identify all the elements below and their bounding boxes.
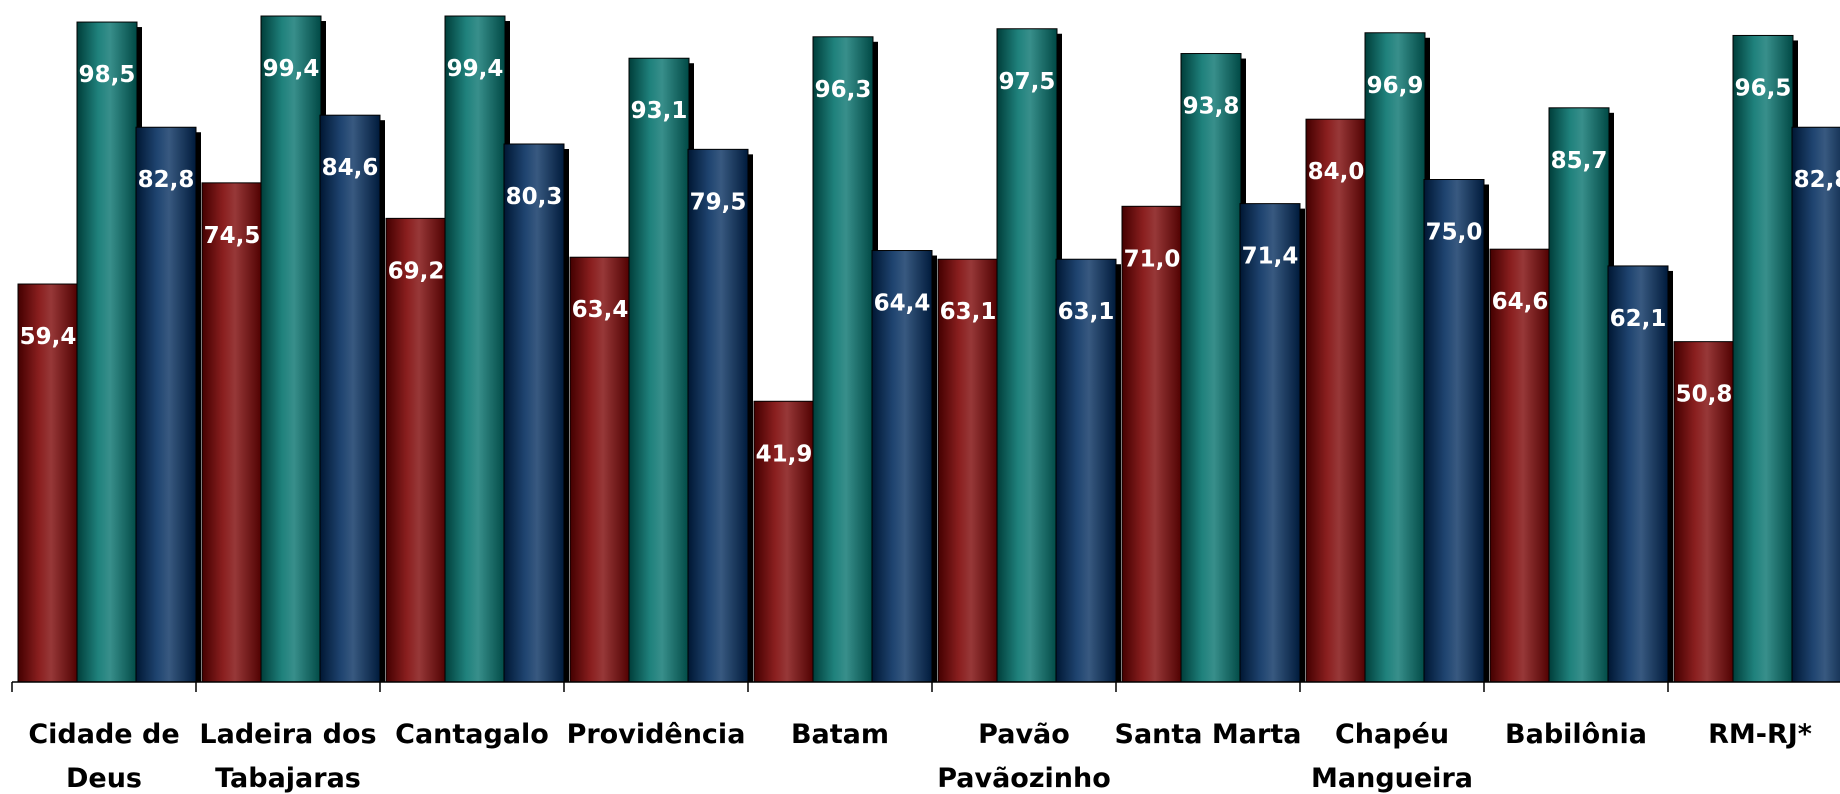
value-label-series-1-9: 64,6 <box>1492 289 1549 315</box>
bar-series-1-3 <box>385 217 447 683</box>
value-label-series-2-4: 93,1 <box>631 98 688 124</box>
category-label-7: Santa Marta <box>1115 719 1302 750</box>
category-label-line: Batam <box>791 719 889 750</box>
bars-layer <box>17 15 1840 683</box>
category-label-line: Pavão <box>978 719 1070 750</box>
value-label-series-3-1: 82,8 <box>138 167 195 193</box>
bar-series-3-1 <box>135 126 197 683</box>
category-label-9: Babilônia <box>1505 719 1647 750</box>
category-label-1: Cidade de Deus <box>28 719 179 794</box>
value-label-series-3-6: 63,1 <box>1058 299 1115 325</box>
bar-series-2-4 <box>628 57 690 683</box>
category-label-6: Pavão Pavãozinho <box>937 719 1111 794</box>
category-label-5: Batam <box>791 719 889 750</box>
value-label-series-3-10: 82,8 <box>1794 167 1840 193</box>
bar-series-1-8 <box>1305 118 1367 683</box>
bar-series-2-10 <box>1732 34 1794 683</box>
x-axis <box>11 681 1840 692</box>
value-label-series-2-5: 96,3 <box>815 77 872 103</box>
category-label-line: Ladeira dos <box>199 719 376 750</box>
bar-series-1-2 <box>201 182 263 683</box>
value-label-series-3-4: 79,5 <box>690 189 747 215</box>
bar-series-2-8 <box>1364 32 1426 683</box>
category-label-2: Ladeira dos Tabajaras <box>199 719 376 794</box>
value-label-series-1-10: 50,8 <box>1676 382 1733 408</box>
bar-series-1-10 <box>1673 341 1735 683</box>
value-label-series-2-2: 99,4 <box>263 56 320 82</box>
value-label-series-2-7: 93,8 <box>1183 94 1240 120</box>
value-label-series-3-2: 84,6 <box>322 155 379 181</box>
value-label-series-1-3: 69,2 <box>388 258 445 284</box>
bar-series-2-5 <box>812 36 874 683</box>
value-label-series-1-4: 63,4 <box>572 297 629 323</box>
category-label-line: Cidade de <box>28 719 179 750</box>
bar-series-3-7 <box>1239 203 1301 683</box>
bar-series-3-3 <box>503 143 565 683</box>
bar-series-3-9 <box>1607 265 1669 683</box>
bar-series-3-2 <box>319 114 381 683</box>
value-label-series-3-5: 64,4 <box>874 291 931 317</box>
bar-series-2-1 <box>76 21 138 683</box>
bar-series-1-1 <box>17 283 79 683</box>
value-label-series-1-2: 74,5 <box>204 223 261 249</box>
bar-series-3-8 <box>1423 179 1485 683</box>
category-label-line: Chapéu <box>1335 719 1449 750</box>
category-label-line: Providência <box>567 719 746 750</box>
value-label-series-1-1: 59,4 <box>20 324 77 350</box>
value-label-series-3-7: 71,4 <box>1242 244 1299 270</box>
bar-series-3-10 <box>1791 126 1840 683</box>
value-label-series-3-8: 75,0 <box>1426 220 1483 246</box>
bar-series-2-9 <box>1548 107 1610 683</box>
category-labels-layer: Cidade de Deus Ladeira dos Tabajaras Cantaga… <box>28 719 1812 794</box>
value-label-series-1-5: 41,9 <box>756 441 813 467</box>
category-label-line: Cantagalo <box>395 719 549 750</box>
category-label-line: Deus <box>66 763 142 794</box>
bar-series-2-2 <box>260 15 322 683</box>
category-label-line: Babilônia <box>1505 719 1647 750</box>
value-label-series-2-3: 99,4 <box>447 56 504 82</box>
value-label-series-2-8: 96,9 <box>1367 73 1424 99</box>
value-label-series-2-1: 98,5 <box>79 62 136 88</box>
value-labels-layer: 59,4 98,5 82,8 74,5 99,4 84,6 69,2 99,4 80,3 63,4… <box>20 56 1840 467</box>
category-label-line: RM-RJ* <box>1708 719 1812 750</box>
bar-series-2-7 <box>1180 53 1242 683</box>
category-label-4: Providência <box>567 719 746 750</box>
value-label-series-3-3: 80,3 <box>506 184 563 210</box>
bar-series-3-5 <box>871 250 933 683</box>
category-label-3: Cantagalo <box>395 719 549 750</box>
category-label-line: Pavãozinho <box>937 763 1111 794</box>
value-label-series-3-9: 62,1 <box>1610 306 1667 332</box>
bar-series-1-5 <box>753 400 815 683</box>
bar-series-2-3 <box>444 15 506 683</box>
category-label-8: Chapéu Mangueira <box>1311 719 1473 794</box>
category-label-line: Tabajaras <box>215 763 361 794</box>
value-label-series-2-9: 85,7 <box>1551 148 1608 174</box>
bar-series-1-6 <box>937 258 999 683</box>
bar-series-2-6 <box>996 28 1058 683</box>
category-label-10: RM-RJ* <box>1708 719 1812 750</box>
value-label-series-1-8: 84,0 <box>1308 159 1365 185</box>
value-label-series-1-7: 71,0 <box>1124 246 1181 272</box>
category-label-line: Santa Marta <box>1115 719 1302 750</box>
bar-series-3-4 <box>687 148 749 683</box>
value-label-series-2-10: 96,5 <box>1735 75 1792 101</box>
bar-series-1-9 <box>1489 248 1551 683</box>
value-label-series-2-6: 97,5 <box>999 69 1056 95</box>
bar-series-3-6 <box>1055 258 1117 683</box>
bar-series-1-7 <box>1121 205 1183 683</box>
value-label-series-1-6: 63,1 <box>940 299 997 325</box>
category-label-line: Mangueira <box>1311 763 1473 794</box>
